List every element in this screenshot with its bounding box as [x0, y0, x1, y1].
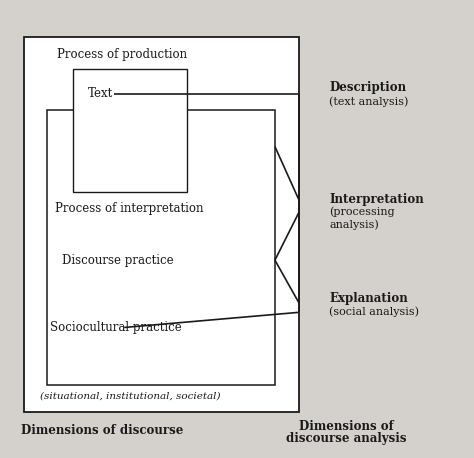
Bar [24, 37, 299, 412]
Text: discourse analysis: discourse analysis [286, 432, 406, 445]
Text: Process of interpretation: Process of interpretation [55, 202, 203, 215]
Text: (social analysis): (social analysis) [329, 306, 419, 317]
Text: Sociocultural practice: Sociocultural practice [50, 321, 182, 334]
Text: Text: Text [88, 87, 113, 100]
Text: analysis): analysis) [329, 219, 379, 230]
Text: Explanation: Explanation [329, 292, 408, 305]
Text: (text analysis): (text analysis) [329, 96, 409, 107]
Text: Interpretation: Interpretation [329, 193, 424, 206]
Text: Dimensions of: Dimensions of [299, 420, 393, 433]
Text: Dimensions of discourse: Dimensions of discourse [21, 424, 183, 437]
Text: (situational, institutional, societal): (situational, institutional, societal) [40, 392, 221, 401]
Text: Discourse practice: Discourse practice [62, 254, 173, 267]
Text: (processing: (processing [329, 207, 395, 218]
Bar [47, 110, 275, 385]
Bar [73, 69, 187, 192]
Text: Description: Description [329, 82, 407, 94]
Text: Process of production: Process of production [57, 48, 187, 60]
